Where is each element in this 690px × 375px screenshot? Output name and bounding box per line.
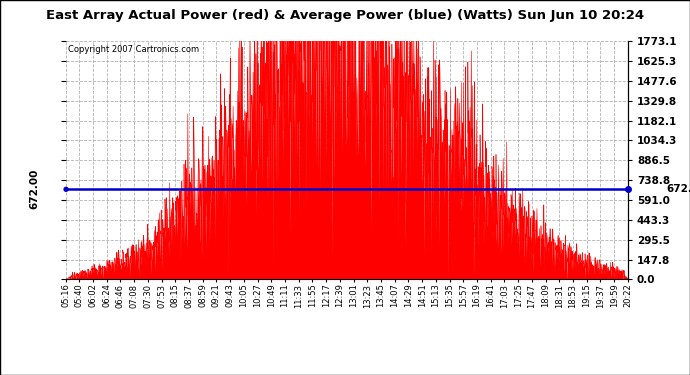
Text: Copyright 2007 Cartronics.com: Copyright 2007 Cartronics.com (68, 45, 199, 54)
Text: 672.00: 672.00 (30, 169, 39, 209)
Text: 672.00: 672.00 (667, 184, 690, 194)
Text: ●: ● (63, 186, 68, 192)
Text: East Array Actual Power (red) & Average Power (blue) (Watts) Sun Jun 10 20:24: East Array Actual Power (red) & Average … (46, 9, 644, 22)
